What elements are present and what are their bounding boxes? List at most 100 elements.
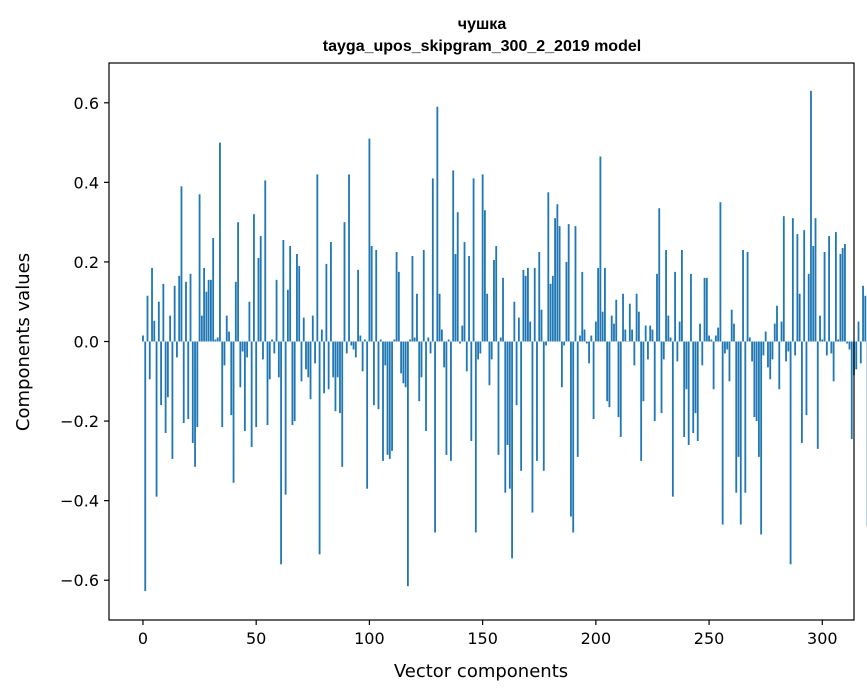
bar-38 — [228, 331, 230, 342]
bar-58 — [273, 341, 276, 354]
y-tick-label-0: −0.6 — [60, 571, 99, 590]
bar-129 — [434, 341, 436, 533]
bar-80 — [323, 341, 326, 394]
bar-221 — [642, 341, 645, 402]
bar-259 — [728, 341, 731, 382]
bar-261 — [733, 323, 735, 342]
bar-15 — [176, 341, 178, 358]
bar-202 — [599, 156, 602, 342]
bar-134 — [445, 341, 448, 455]
bar-253 — [714, 335, 717, 342]
bar-124 — [422, 249, 425, 342]
bar-98 — [363, 339, 366, 342]
bar-104 — [377, 341, 380, 410]
bar-165 — [515, 341, 518, 406]
bar-154 — [490, 341, 493, 360]
bar-247 — [701, 341, 704, 366]
bar-151 — [483, 210, 486, 342]
bars — [142, 90, 867, 591]
bar-81 — [325, 263, 328, 342]
bar-128 — [431, 178, 434, 342]
bar-272 — [757, 341, 760, 457]
bar-289 — [796, 234, 799, 342]
bar-22 — [191, 341, 194, 443]
bar-59 — [275, 279, 278, 342]
bar-260 — [730, 309, 733, 342]
bar-300 — [821, 339, 824, 342]
bar-109 — [388, 341, 391, 459]
bar-287 — [791, 218, 794, 342]
bar-210 — [617, 341, 620, 418]
bar-122 — [418, 341, 421, 402]
bar-319 — [864, 295, 867, 342]
bar-273 — [760, 341, 763, 535]
bar-54 — [264, 180, 267, 342]
bar-156 — [495, 246, 498, 342]
y-tick-label-6: 0.6 — [74, 94, 99, 113]
bar-227 — [656, 273, 658, 342]
bar-251 — [710, 339, 713, 342]
x-tick-label-3: 150 — [467, 629, 498, 648]
bar-317 — [859, 341, 862, 364]
bar-11 — [166, 341, 169, 398]
bar-225 — [651, 329, 654, 342]
bar-47 — [248, 301, 251, 342]
bar-4 — [151, 267, 153, 342]
y-tick-label-4: 0.2 — [74, 253, 99, 272]
bar-84 — [332, 341, 335, 378]
bar-103 — [375, 249, 378, 342]
bar-77 — [316, 174, 319, 342]
bar-57 — [271, 339, 273, 342]
bar-301 — [823, 251, 826, 342]
bar-41 — [234, 281, 237, 342]
bar-149 — [479, 341, 482, 354]
bar-146 — [472, 178, 475, 342]
bar-216 — [631, 329, 633, 342]
bar-29 — [207, 279, 210, 342]
bar-193 — [579, 335, 581, 342]
bar-118 — [409, 339, 412, 342]
bar-266 — [744, 341, 747, 493]
bar-143 — [465, 341, 468, 372]
bar-23 — [194, 341, 196, 467]
bar-37 — [225, 315, 228, 342]
bar-213 — [624, 329, 627, 342]
bar-64 — [286, 289, 289, 342]
bar-250 — [708, 335, 710, 342]
bar-244 — [694, 341, 697, 414]
bar-82 — [327, 341, 330, 390]
bar-307 — [837, 339, 840, 342]
bar-44 — [241, 341, 244, 352]
bar-249 — [705, 277, 708, 342]
bar-242 — [690, 273, 692, 342]
bar-200 — [594, 321, 597, 342]
bar-127 — [429, 341, 432, 354]
bar-293 — [805, 341, 808, 416]
bar-68 — [296, 253, 298, 342]
bar-119 — [411, 255, 414, 342]
bar-155 — [493, 259, 495, 342]
bar-13 — [171, 341, 174, 459]
bar-9 — [162, 283, 165, 342]
bar-76 — [314, 341, 316, 364]
bar-243 — [692, 341, 695, 434]
bar-136 — [450, 341, 452, 461]
bar-137 — [452, 170, 455, 342]
bar-234 — [671, 341, 674, 497]
bar-31 — [212, 238, 215, 342]
bar-240 — [685, 341, 688, 390]
bar-204 — [604, 267, 606, 342]
bar-74 — [309, 341, 312, 400]
bar-110 — [391, 341, 393, 451]
bar-107 — [384, 341, 387, 366]
bar-192 — [576, 341, 579, 457]
bar-222 — [644, 325, 647, 342]
bar-232 — [667, 315, 670, 342]
bar-115 — [402, 341, 405, 384]
bar-286 — [789, 341, 792, 565]
bar-159 — [502, 277, 504, 342]
bar-102 — [373, 341, 375, 406]
bar-34 — [219, 142, 221, 342]
